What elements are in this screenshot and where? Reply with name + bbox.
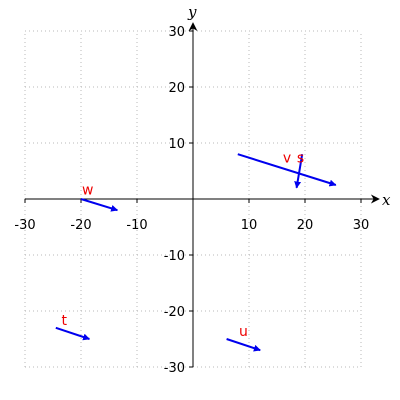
y-tick-label: 10 [168, 137, 185, 152]
vector-t [55, 326, 91, 341]
vectors [55, 153, 337, 352]
vector-u [226, 338, 261, 352]
vector-w [80, 198, 119, 212]
x-tick-label: -10 [126, 218, 147, 233]
vector-label-t: t [61, 313, 67, 329]
vector-v [237, 153, 337, 187]
y-tick-label: -10 [164, 249, 185, 264]
tick-labels: -30 -20 -10 10 20 30 -30 -20 -10 10 20 30 [14, 25, 369, 376]
vector-label-s: s [297, 151, 304, 167]
y-tick-label: -30 [164, 361, 185, 376]
x-tick-label: -30 [14, 218, 35, 233]
y-axis-label: y [187, 3, 197, 21]
vector-labels: v s w t u [61, 151, 304, 341]
axes: xy [24, 3, 391, 368]
x-tick-label: 20 [297, 218, 314, 233]
y-tick-label: 20 [168, 81, 185, 96]
x-tick-label: 30 [353, 218, 370, 233]
x-tick-label: 10 [241, 218, 258, 233]
vector-label-v: v [283, 151, 291, 167]
x-axis-label: x [382, 191, 391, 209]
y-tick-label: -20 [164, 305, 185, 320]
vector-s [294, 154, 304, 189]
y-tick-label: 30 [168, 25, 185, 40]
x-tick-label: -20 [70, 218, 91, 233]
vector-label-w: w [82, 183, 93, 199]
vector-label-u: u [239, 324, 248, 340]
